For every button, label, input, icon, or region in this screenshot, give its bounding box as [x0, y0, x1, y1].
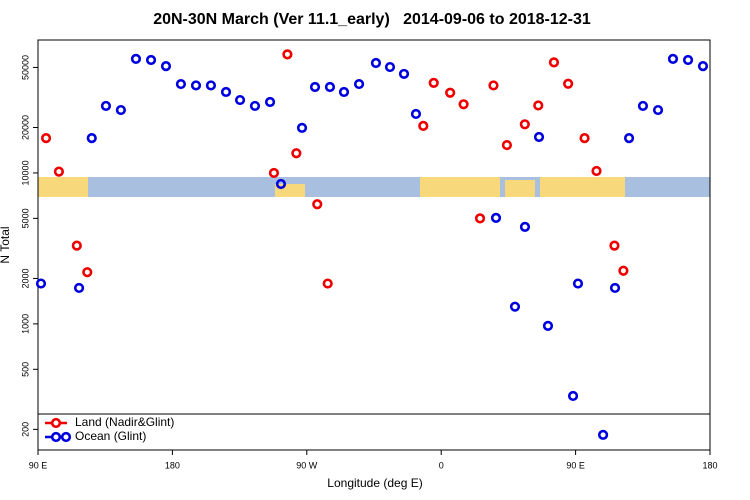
point — [533, 100, 544, 111]
point — [591, 165, 602, 177]
legend-marker — [60, 431, 72, 443]
point — [563, 78, 574, 89]
point — [100, 100, 112, 112]
plot-frame — [37, 39, 711, 451]
point — [190, 80, 202, 91]
point — [82, 267, 93, 278]
point — [609, 282, 621, 294]
point — [264, 96, 276, 108]
x-tick-label: 90 E — [566, 460, 585, 470]
point — [130, 53, 142, 64]
point — [542, 320, 554, 331]
point — [86, 133, 97, 144]
point — [519, 221, 531, 233]
y-tick-label: 5000 — [20, 208, 30, 228]
point — [309, 81, 321, 93]
point — [322, 278, 333, 289]
point — [145, 54, 157, 66]
point — [572, 278, 584, 289]
y-tick-label: 2000 — [20, 268, 30, 288]
point — [579, 133, 590, 144]
point — [519, 119, 530, 130]
point — [338, 86, 350, 98]
point — [35, 278, 47, 289]
x-tick-label: 90 E — [29, 460, 48, 470]
point — [40, 133, 52, 144]
y-tick-label: 20000 — [20, 115, 30, 140]
point — [428, 77, 439, 88]
legend-text: Land (Nadir&Glint) — [75, 415, 174, 429]
point — [160, 61, 172, 72]
point — [296, 122, 308, 133]
map-strip — [38, 177, 710, 197]
point — [73, 282, 85, 294]
legend-marker — [50, 417, 62, 429]
y-tick-label: 1000 — [20, 314, 30, 334]
point — [418, 120, 429, 131]
x-axis-label: Longitude (deg E) — [327, 476, 422, 490]
point — [501, 139, 513, 151]
point — [667, 53, 679, 64]
point — [567, 390, 579, 402]
point — [697, 61, 709, 72]
point — [474, 213, 486, 224]
point — [370, 57, 382, 69]
point — [682, 54, 694, 66]
point — [115, 104, 126, 116]
x-tick-label: 90 W — [296, 460, 318, 470]
point — [205, 80, 217, 91]
point — [275, 178, 287, 190]
point — [637, 100, 649, 112]
chart-title: 20N-30N March (Ver 11.1_early) 2014-09-0… — [153, 11, 591, 28]
point — [533, 131, 545, 143]
point — [509, 301, 521, 312]
point — [410, 108, 422, 120]
point — [398, 68, 410, 80]
point — [324, 81, 336, 93]
point — [282, 49, 293, 60]
point — [53, 166, 65, 177]
x-tick-label: 0 — [439, 460, 444, 470]
x-tick-label: 180 — [702, 460, 717, 470]
point — [353, 78, 365, 90]
y-tick-label: 200 — [20, 422, 30, 437]
point — [268, 167, 280, 179]
y-tick-label: 10000 — [20, 160, 30, 185]
point — [220, 86, 232, 98]
point — [249, 100, 261, 112]
point — [291, 148, 302, 159]
x-tick-label: 180 — [165, 460, 180, 470]
y-axis-label: N Total — [0, 226, 12, 263]
legend-marker — [50, 431, 62, 443]
y-tick-label: 500 — [20, 362, 30, 377]
point — [623, 133, 635, 144]
point — [548, 57, 560, 68]
point — [618, 265, 629, 276]
point — [312, 199, 323, 210]
point — [458, 99, 469, 110]
point — [597, 429, 609, 440]
point — [175, 78, 187, 90]
point — [234, 94, 246, 106]
point — [609, 240, 620, 251]
point — [488, 80, 499, 91]
y-tick-label: 50000 — [20, 55, 30, 80]
point — [490, 212, 502, 223]
point — [384, 61, 396, 73]
point — [652, 104, 664, 116]
point — [445, 87, 456, 98]
point — [71, 240, 82, 251]
legend-text: Ocean (Glint) — [75, 429, 146, 443]
